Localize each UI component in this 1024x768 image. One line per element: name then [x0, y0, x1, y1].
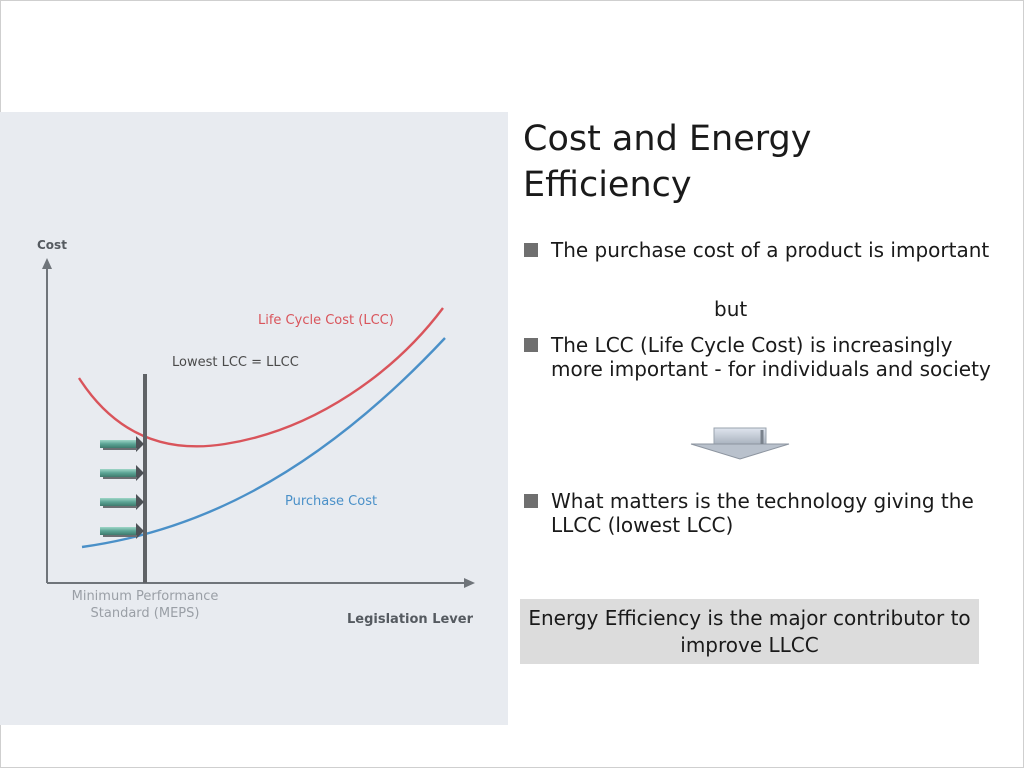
- bullet-item: The purchase cost of a product is import…: [524, 238, 994, 262]
- square-bullet-icon: [524, 243, 538, 257]
- right-arrow-icon: [100, 494, 144, 510]
- y-axis-label: Cost: [37, 238, 67, 252]
- callout-box: Energy Efficiency is the major contribut…: [520, 599, 979, 664]
- bullet-text: What matters is the technology giving th…: [551, 489, 974, 537]
- callout-text: Energy Efficiency is the major contribut…: [528, 605, 971, 657]
- bullet-text: The purchase cost of a product is import…: [551, 238, 990, 262]
- purchase-cost-label: Purchase Cost: [285, 494, 378, 509]
- right-arrow-icon: [100, 436, 144, 452]
- x-axis-arrowhead: [464, 578, 475, 588]
- llcc-label: Lowest LCC = LLCC: [172, 355, 299, 370]
- bullet-item: The LCC (Life Cycle Cost) is increasingl…: [524, 333, 994, 381]
- x-axis-label: Legislation Lever: [347, 612, 474, 627]
- right-arrow-icon: [100, 523, 144, 539]
- down-arrow-icon: [690, 427, 790, 460]
- meps-bar: [143, 374, 147, 583]
- right-arrow-icon: [100, 465, 144, 481]
- figure-panel: Cost Life Cycle Cost (LCC) Lowest LCC = …: [0, 112, 508, 725]
- cost-diagram: [42, 258, 475, 588]
- bullet-item: What matters is the technology giving th…: [524, 489, 994, 537]
- lcc-label: Life Cycle Cost (LCC): [258, 313, 394, 328]
- meps-label: Minimum Performance Standard (MEPS): [71, 589, 219, 621]
- square-bullet-icon: [524, 494, 538, 508]
- y-axis-arrowhead: [42, 258, 52, 269]
- square-bullet-icon: [524, 338, 538, 352]
- slide-title: Cost and Energy Efficiency: [523, 119, 812, 205]
- connector-text: but: [714, 297, 748, 321]
- purchase-cost-curve: [81, 337, 446, 549]
- bullet-text: The LCC (Life Cycle Cost) is increasingl…: [551, 333, 991, 381]
- lcc-curve: [77, 307, 444, 448]
